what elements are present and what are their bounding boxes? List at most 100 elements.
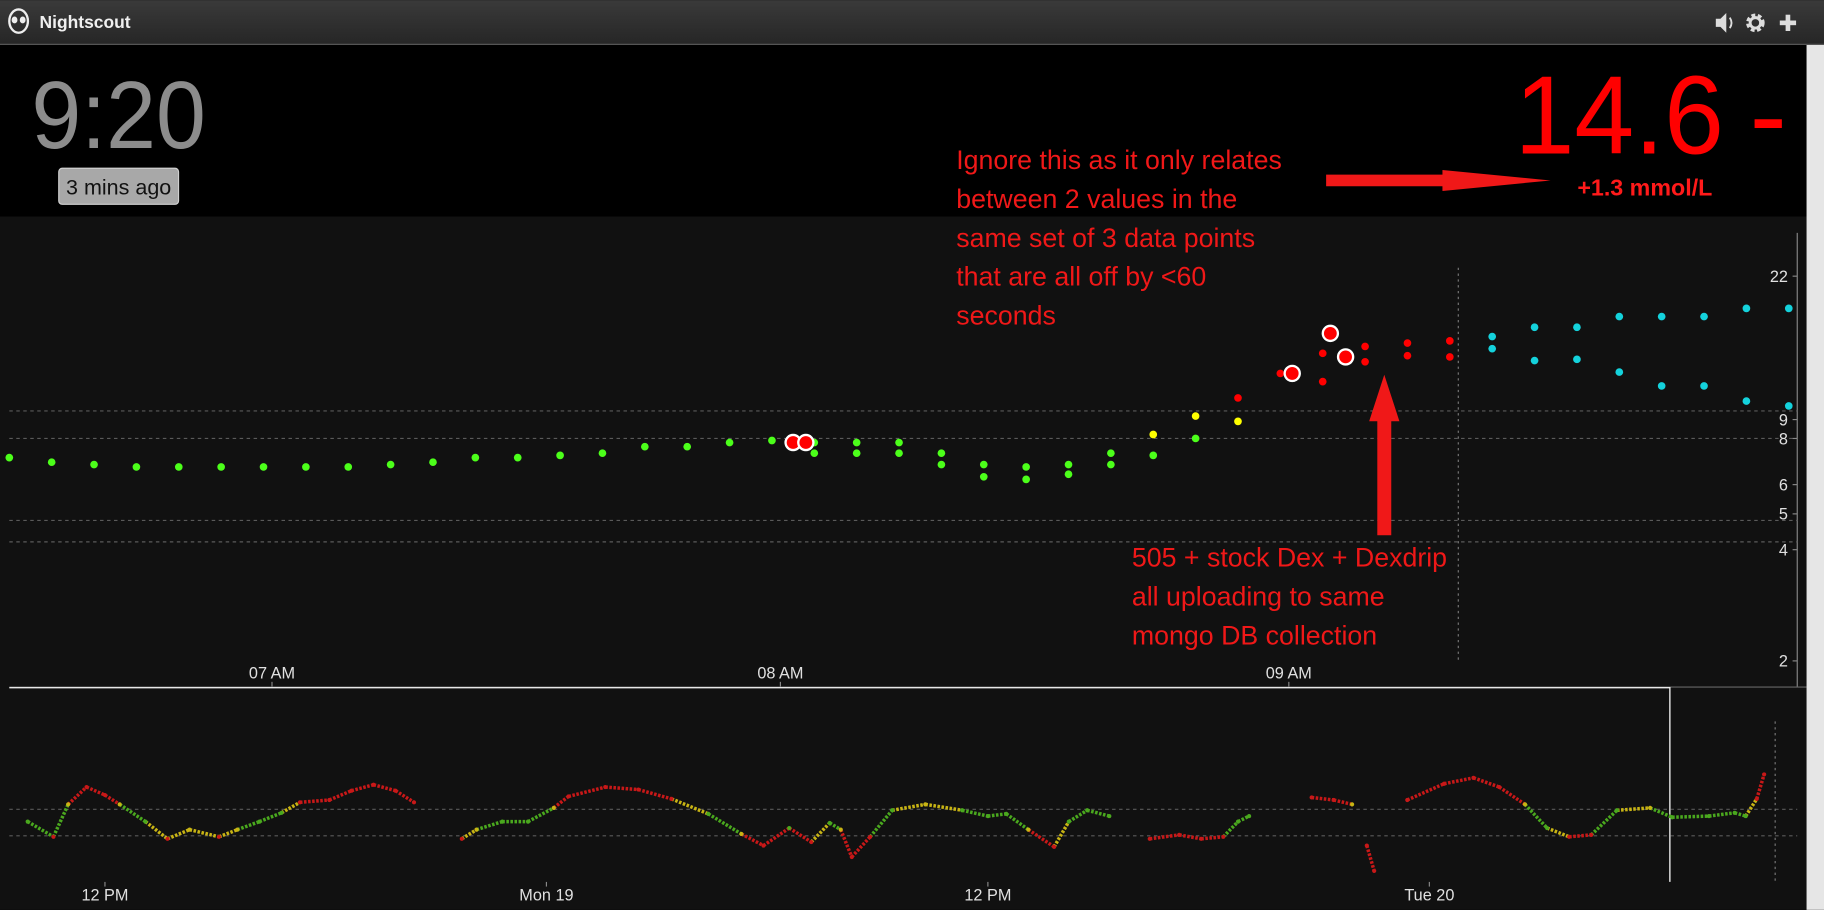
trend-point bbox=[1026, 827, 1031, 832]
y-tick-label: 4 bbox=[1779, 542, 1788, 560]
trend-point bbox=[1331, 797, 1336, 803]
trend-segment bbox=[839, 829, 854, 858]
trend-point bbox=[1732, 810, 1737, 815]
trend-point bbox=[371, 782, 376, 787]
glucose-point bbox=[302, 463, 310, 471]
glucose-point bbox=[1615, 368, 1624, 376]
title-bar bbox=[0, 0, 1824, 45]
app-title: Nightscout bbox=[40, 12, 131, 32]
arrow bbox=[1326, 170, 1551, 191]
trend-point bbox=[1364, 843, 1369, 848]
trend-segment bbox=[1406, 782, 1445, 802]
scrollbar[interactable] bbox=[1806, 44, 1824, 910]
calibration-point bbox=[1336, 348, 1355, 366]
glucose-point bbox=[1022, 463, 1030, 471]
plus-bar bbox=[1785, 14, 1791, 31]
settings-button[interactable] bbox=[1746, 13, 1765, 33]
trend-point bbox=[1670, 815, 1675, 820]
trend-segment bbox=[104, 793, 121, 806]
trend-point bbox=[868, 834, 873, 839]
glucose-point bbox=[90, 460, 98, 469]
glucose-point bbox=[1149, 451, 1158, 460]
gear-icon bbox=[1748, 16, 1763, 30]
trend-segment bbox=[891, 802, 926, 812]
trend-point bbox=[1085, 808, 1090, 813]
trend-segment bbox=[85, 785, 106, 797]
trend-segment bbox=[1569, 833, 1592, 839]
glucose-point bbox=[1276, 369, 1285, 378]
glucose-point bbox=[1573, 323, 1581, 332]
trend-point bbox=[1309, 795, 1314, 800]
bg-direction: - bbox=[1750, 53, 1787, 178]
x-tick-label: 07 AM bbox=[249, 664, 295, 682]
trend-segment bbox=[568, 785, 606, 799]
logo[interactable] bbox=[8, 8, 30, 34]
glucose-point bbox=[1107, 460, 1115, 469]
y-tick-label: 6 bbox=[1779, 476, 1788, 494]
glucose-point bbox=[937, 449, 946, 458]
bg-value: 14.6 bbox=[1515, 53, 1724, 178]
trend-segment bbox=[788, 826, 813, 844]
trend-segment bbox=[987, 812, 1007, 818]
trend-point bbox=[809, 839, 814, 845]
trend-point bbox=[257, 819, 262, 824]
y-tick-label: 22 bbox=[1770, 268, 1788, 286]
trend-segment bbox=[189, 827, 220, 839]
glucose-point bbox=[174, 463, 183, 471]
add-button[interactable] bbox=[1779, 14, 1797, 31]
trend-point bbox=[51, 834, 56, 839]
trend-point bbox=[474, 827, 479, 832]
glucose-point bbox=[1149, 430, 1158, 439]
last-update: 3 mins ago bbox=[66, 175, 171, 199]
trend-segment bbox=[476, 819, 503, 832]
speaker-wave bbox=[1728, 17, 1733, 29]
trend-point bbox=[66, 802, 71, 807]
trend-point bbox=[761, 843, 766, 848]
trend-segment bbox=[1472, 776, 1500, 789]
trend-point bbox=[1199, 836, 1204, 841]
glucose-point bbox=[1445, 353, 1454, 361]
glucose-point bbox=[217, 463, 225, 471]
trend-point bbox=[960, 808, 965, 813]
trend-point bbox=[1405, 797, 1410, 803]
trend-segment bbox=[810, 821, 831, 844]
speaker-icon bbox=[1715, 12, 1727, 33]
annotation-line: all uploading to same bbox=[1132, 582, 1385, 612]
glucose-point bbox=[598, 449, 607, 458]
trend-segment bbox=[707, 812, 743, 836]
glucose-point bbox=[852, 449, 861, 458]
trend-point bbox=[827, 820, 832, 826]
trend-point bbox=[459, 836, 464, 841]
trend-segment bbox=[1222, 820, 1240, 839]
annotation: Ignore this as it only relates between 2… bbox=[956, 145, 1551, 331]
glucose-point bbox=[1191, 412, 1200, 420]
trend-segment bbox=[1067, 808, 1089, 824]
trend-point bbox=[411, 800, 417, 805]
trend-point bbox=[393, 788, 398, 793]
trend-point bbox=[1052, 844, 1057, 849]
glucose-point bbox=[1784, 402, 1793, 410]
glucose-point bbox=[471, 453, 480, 462]
trend-segment bbox=[1052, 820, 1071, 848]
trend-point bbox=[923, 802, 928, 807]
trend-segment bbox=[1149, 833, 1180, 841]
trend-point bbox=[636, 787, 641, 792]
glucose-point bbox=[1657, 382, 1666, 390]
trend-segment bbox=[1755, 773, 1766, 800]
trend-point bbox=[1754, 796, 1759, 801]
trend-segment bbox=[1311, 795, 1334, 802]
trend-segment bbox=[1590, 809, 1619, 837]
trend-segment bbox=[1178, 833, 1202, 841]
trend-point bbox=[1350, 802, 1355, 807]
annotation-line: mongo DB collection bbox=[1132, 621, 1377, 651]
trend-point bbox=[1471, 775, 1476, 780]
trend-point bbox=[985, 813, 990, 819]
trend-point bbox=[187, 827, 192, 832]
glucose-point bbox=[132, 463, 141, 471]
glucose-point bbox=[1530, 356, 1539, 365]
y-tick-label: 9 bbox=[1779, 411, 1788, 429]
volume-button[interactable] bbox=[1715, 12, 1733, 33]
trend-segment bbox=[868, 809, 894, 838]
x-tick-label: 09 AM bbox=[1266, 664, 1312, 682]
